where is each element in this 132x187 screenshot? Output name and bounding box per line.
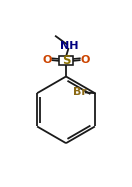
Text: O: O — [80, 55, 90, 65]
Text: O: O — [42, 55, 52, 65]
FancyBboxPatch shape — [59, 56, 73, 65]
Text: NH: NH — [60, 42, 79, 51]
Text: Br: Br — [73, 88, 87, 97]
Text: S: S — [62, 54, 70, 67]
